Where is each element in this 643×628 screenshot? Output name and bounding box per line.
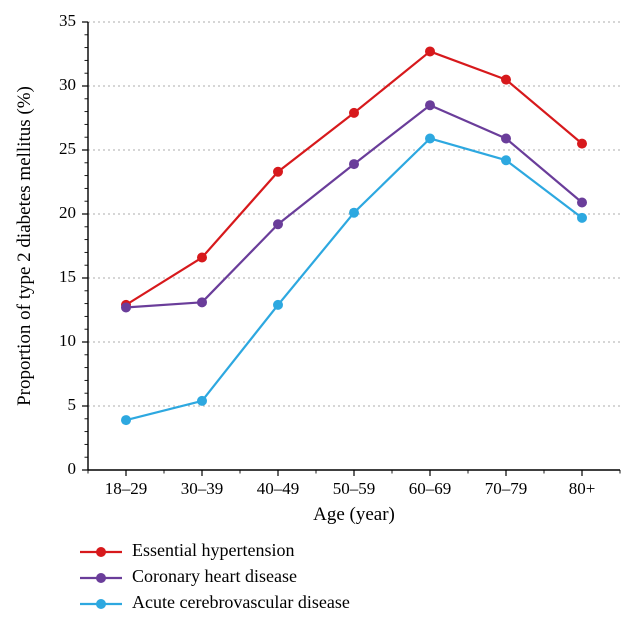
x-tick-label: 30–39 bbox=[181, 479, 224, 498]
series-marker bbox=[425, 100, 435, 110]
series-marker bbox=[273, 300, 283, 310]
y-tick-label: 35 bbox=[59, 11, 76, 30]
series-marker bbox=[121, 415, 131, 425]
series-marker bbox=[577, 197, 587, 207]
x-tick-label: 70–79 bbox=[485, 479, 528, 498]
series-marker bbox=[197, 297, 207, 307]
series-marker bbox=[501, 133, 511, 143]
series-marker bbox=[273, 219, 283, 229]
series-marker bbox=[197, 253, 207, 263]
series-marker bbox=[425, 46, 435, 56]
legend-label: Coronary heart disease bbox=[132, 566, 297, 586]
series-line bbox=[126, 138, 582, 420]
y-tick-label: 5 bbox=[68, 395, 77, 414]
series-marker bbox=[425, 133, 435, 143]
series-marker bbox=[349, 159, 359, 169]
series-line bbox=[126, 105, 582, 307]
x-tick-label: 40–49 bbox=[257, 479, 300, 498]
chart-container: 0 5 10 15 20 25 30 35 18–29 30–39 40–49 50–59 60–69 7… bbox=[0, 0, 643, 628]
x-tick-label: 80+ bbox=[569, 479, 596, 498]
line-chart: 0 5 10 15 20 25 30 35 18–29 30–39 40–49 50–59 60–69 7… bbox=[0, 0, 643, 628]
legend-swatch-marker bbox=[96, 573, 106, 583]
x-tick-label: 18–29 bbox=[105, 479, 148, 498]
y-axis-label: Proportion of type 2 diabetes mellitus (… bbox=[14, 86, 35, 406]
x-axis-label: Age (year) bbox=[313, 504, 395, 525]
y-tick-label: 0 bbox=[68, 459, 77, 478]
series-marker bbox=[577, 139, 587, 149]
y-tick-label: 15 bbox=[59, 267, 76, 286]
x-tick-label: 50–59 bbox=[333, 479, 376, 498]
legend-label: Acute cerebrovascular disease bbox=[132, 592, 350, 612]
legend-label: Essential hypertension bbox=[132, 540, 294, 560]
series-marker bbox=[121, 302, 131, 312]
legend-swatch-marker bbox=[96, 547, 106, 557]
series-marker bbox=[577, 213, 587, 223]
series-marker bbox=[349, 208, 359, 218]
series-marker bbox=[349, 108, 359, 118]
axes-layer: 0 5 10 15 20 25 30 35 18–29 30–39 40–49 50–59 60–69 7… bbox=[59, 11, 620, 498]
y-tick-label: 20 bbox=[59, 203, 76, 222]
series-marker bbox=[501, 75, 511, 85]
y-tick-label: 10 bbox=[59, 331, 76, 350]
series-marker bbox=[197, 396, 207, 406]
series-marker bbox=[273, 167, 283, 177]
series-marker bbox=[501, 155, 511, 165]
legend-layer: Essential hypertension Coronary heart dis… bbox=[80, 540, 350, 612]
y-tick-label: 25 bbox=[59, 139, 76, 158]
x-tick-label: 60–69 bbox=[409, 479, 452, 498]
series-layer bbox=[121, 46, 587, 425]
legend-swatch-marker bbox=[96, 599, 106, 609]
y-tick-label: 30 bbox=[59, 75, 76, 94]
series-line bbox=[126, 51, 582, 304]
